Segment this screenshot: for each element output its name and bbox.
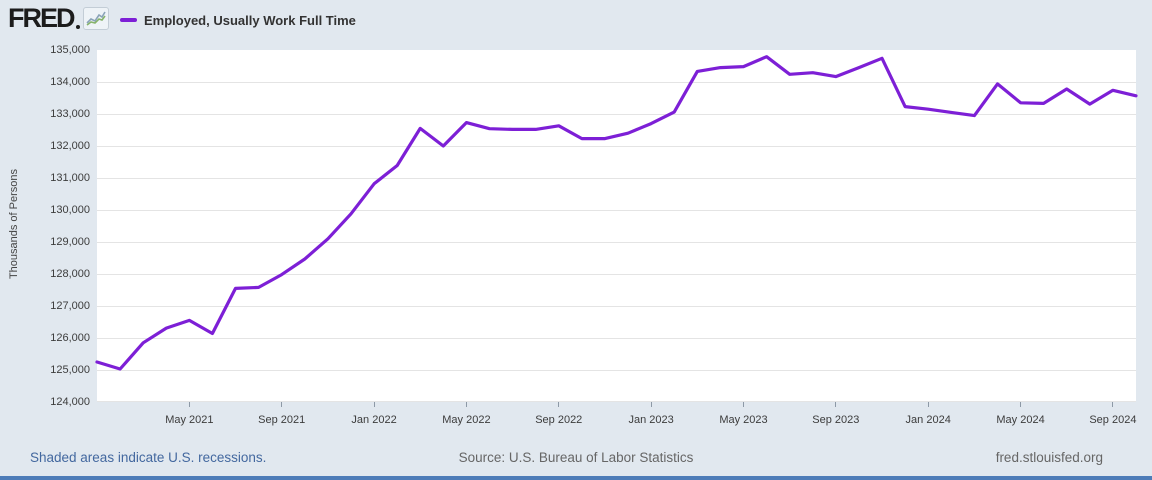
fred-logo-chart-icon bbox=[82, 7, 109, 30]
x-tick-mark bbox=[281, 402, 283, 407]
x-tick-label: Jan 2023 bbox=[628, 414, 674, 426]
gridline bbox=[97, 306, 1136, 307]
header: FRED Employed, Usually Work Full Time bbox=[0, 0, 1152, 40]
x-tick-label: Sep 2021 bbox=[258, 414, 306, 426]
y-tick-label: 124,000 bbox=[50, 395, 90, 408]
series-line bbox=[95, 55, 1138, 371]
x-tick-label: Jan 2022 bbox=[351, 414, 397, 426]
legend-series-label: Employed, Usually Work Full Time bbox=[144, 12, 356, 28]
gridline bbox=[97, 146, 1136, 147]
x-tick-label: Jan 2024 bbox=[905, 414, 951, 426]
x-tick-mark bbox=[373, 402, 375, 407]
x-tick-mark bbox=[742, 402, 744, 407]
x-tick-label: Sep 2022 bbox=[535, 414, 583, 426]
legend: Employed, Usually Work Full Time bbox=[120, 12, 356, 28]
fred-logo[interactable]: FRED bbox=[8, 3, 109, 33]
gridline bbox=[97, 338, 1136, 339]
data-line-svg bbox=[95, 55, 1138, 371]
bottom-bar bbox=[0, 476, 1152, 480]
x-tick-mark bbox=[1020, 402, 1022, 407]
gridline bbox=[97, 178, 1136, 179]
x-tick-label: Sep 2023 bbox=[812, 414, 860, 426]
y-axis-title: Thousands of Persons bbox=[8, 168, 20, 280]
y-tick-label: 129,000 bbox=[50, 235, 90, 248]
y-tick-label: 126,000 bbox=[50, 331, 90, 344]
recession-note-link[interactable]: Shaded areas indicate U.S. recessions. bbox=[30, 450, 267, 465]
x-tick-mark bbox=[835, 402, 837, 407]
y-tick-label: 128,000 bbox=[50, 267, 90, 280]
x-tick-label: May 2024 bbox=[996, 414, 1045, 426]
x-tick-label: May 2022 bbox=[442, 414, 491, 426]
gridline bbox=[97, 370, 1136, 371]
legend-line-swatch bbox=[120, 18, 137, 22]
y-tick-label: 127,000 bbox=[50, 299, 90, 312]
y-tick-label: 130,000 bbox=[50, 203, 90, 216]
y-tick-label: 133,000 bbox=[50, 107, 90, 120]
fred-url-link[interactable]: fred.stlouisfed.org bbox=[995, 450, 1103, 465]
y-tick-label: 134,000 bbox=[50, 75, 90, 88]
x-tick-mark bbox=[188, 402, 190, 407]
y-tick-label: 125,000 bbox=[50, 363, 90, 376]
gridline bbox=[97, 114, 1136, 115]
plot-area[interactable] bbox=[95, 50, 1138, 402]
y-tick-label: 135,000 bbox=[50, 43, 90, 56]
x-tick-label: May 2023 bbox=[719, 414, 768, 426]
source-text: Source: U.S. Bureau of Labor Statistics bbox=[458, 450, 694, 465]
gridline bbox=[97, 210, 1136, 211]
gridline bbox=[97, 401, 1136, 402]
x-tick-label: Sep 2024 bbox=[1089, 414, 1137, 426]
registered-mark bbox=[75, 25, 80, 29]
x-tick-label: May 2021 bbox=[165, 414, 214, 426]
x-tick-mark bbox=[927, 402, 929, 407]
x-tick-mark bbox=[1112, 402, 1114, 407]
y-tick-label: 132,000 bbox=[50, 139, 90, 152]
y-tick-label: 131,000 bbox=[50, 171, 90, 184]
fred-logo-text: FRED bbox=[8, 3, 75, 33]
x-tick-mark bbox=[650, 402, 652, 407]
x-tick-mark bbox=[558, 402, 560, 407]
gridline bbox=[97, 82, 1136, 83]
gridline bbox=[97, 242, 1136, 243]
gridline bbox=[97, 274, 1136, 275]
x-tick-mark bbox=[465, 402, 467, 407]
footer: Shaded areas indicate U.S. recessions. S… bbox=[0, 444, 1152, 470]
